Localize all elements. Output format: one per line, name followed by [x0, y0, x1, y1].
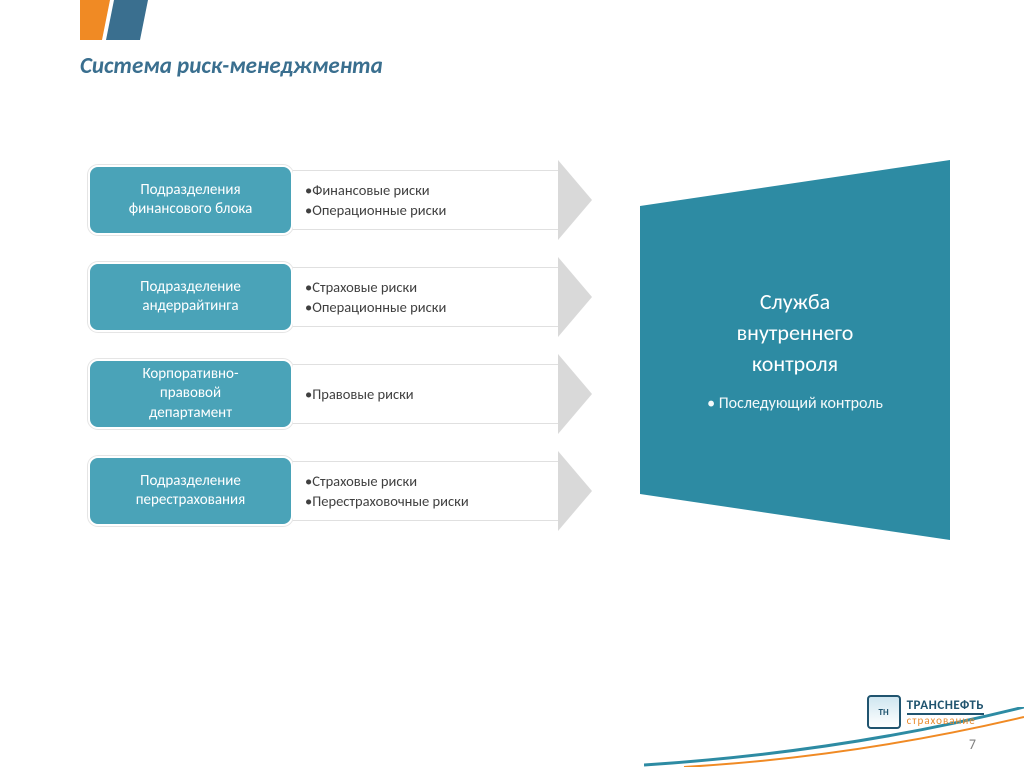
dept-box: Подразделенияфинансового блока	[88, 165, 293, 235]
risk-item: •Операционные риски	[305, 201, 558, 219]
page-number: 7	[969, 736, 976, 753]
dept-box: Корпоративно-правовойдепартамент	[88, 359, 293, 429]
diagram-rows: Подразделенияфинансового блока•Финансовы…	[88, 160, 938, 548]
dept-box: Подразделениеандеррайтинга	[88, 262, 293, 332]
dept-label-line: Подразделение	[140, 278, 241, 298]
diagram-row: Подразделениеандеррайтинга•Страховые рис…	[88, 257, 938, 337]
arrow-body: •Страховые риски •Перестраховочные риски	[293, 461, 558, 521]
diagram-row: Корпоративно-правовойдепартамент •Правовы…	[88, 354, 938, 434]
dept-label-line: финансового блока	[129, 200, 253, 220]
arrow-body: •Финансовые риски •Операционные риски	[293, 170, 558, 230]
dept-label-line: Корпоративно-	[142, 365, 238, 385]
dept-box: Подразделениеперестрахования	[88, 456, 293, 526]
brand-name-1: ТРАНСНЕФТЬ	[907, 699, 984, 712]
risk-item: •Страховые риски	[305, 278, 558, 296]
footer-brand-logo: TH ТРАНСНЕФТЬ страхование	[867, 695, 984, 729]
dept-label-line: правовой	[160, 384, 221, 404]
slide-title: Система риск-менеджмента	[80, 52, 383, 80]
risk-item: •Страховые риски	[305, 472, 558, 490]
arrow-head-icon	[558, 257, 592, 337]
dept-label-line: департамент	[149, 404, 232, 424]
arrow-head-icon	[558, 354, 592, 434]
diagram-row: Подразделенияфинансового блока•Финансовы…	[88, 160, 938, 240]
arrow-head-icon	[558, 160, 592, 240]
dept-label-line: перестрахования	[136, 491, 246, 511]
arrow-body: •Правовые риски	[293, 364, 558, 424]
diagram-row: Подразделениеперестрахования•Страховые р…	[88, 451, 938, 531]
dept-label-line: андеррайтинга	[142, 297, 238, 317]
dept-label-line: Подразделения	[140, 181, 240, 201]
corner-logo-icon	[80, 0, 160, 55]
risk-item: •Перестраховочные риски	[305, 492, 558, 510]
arrow-body: •Страховые риски •Операционные риски	[293, 267, 558, 327]
brand-emblem-icon: TH	[867, 695, 901, 729]
risk-item: •Правовые риски	[305, 385, 558, 403]
risk-item: •Операционные риски	[305, 298, 558, 316]
brand-name-2: страхование	[907, 715, 984, 726]
risk-item: •Финансовые риски	[305, 181, 558, 199]
arrow-head-icon	[558, 451, 592, 531]
dept-label-line: Подразделение	[140, 472, 241, 492]
